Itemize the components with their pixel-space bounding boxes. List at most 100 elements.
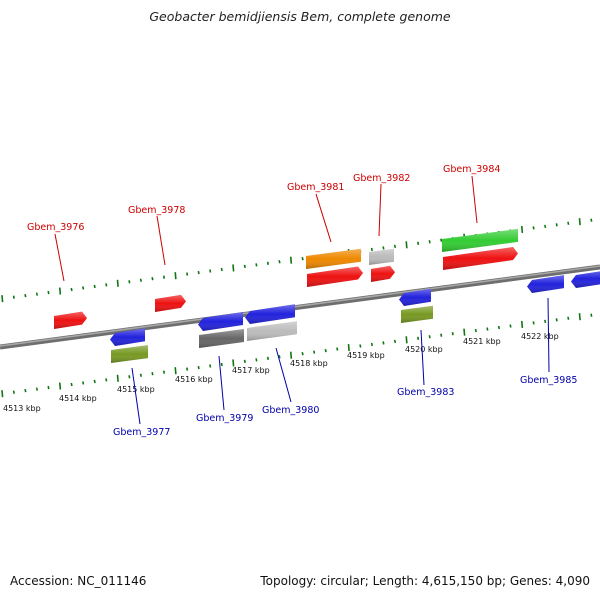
minor-tick (105, 378, 108, 382)
leader-line (378, 183, 382, 237)
gene-label-top[interactable]: Gbem_3984 (443, 164, 500, 175)
minor-tick (266, 356, 270, 360)
major-tick (405, 336, 408, 344)
gene-feature-shading (247, 321, 297, 341)
gene-feature-shading (401, 305, 433, 323)
gene-feature-shading (155, 294, 186, 312)
minor-tick (139, 373, 142, 377)
minor-tick (47, 290, 50, 295)
major-tick (232, 264, 235, 272)
major-tick (116, 279, 119, 287)
gene-feature-shading (571, 271, 600, 288)
minor-tick (128, 280, 131, 284)
gene-feature-shading (369, 248, 394, 265)
minor-tick (82, 381, 85, 385)
minor-tick (301, 257, 304, 261)
tick-row-bottom (1, 313, 593, 398)
minor-tick (278, 355, 281, 359)
minor-tick (324, 348, 327, 353)
minor-tick (359, 344, 362, 348)
minor-tick (278, 260, 281, 264)
major-tick (578, 313, 581, 321)
minor-tick (12, 390, 15, 394)
minor-tick (532, 226, 535, 230)
minor-tick (590, 218, 593, 222)
minor-tick (486, 327, 489, 331)
tick-label-4522: 4522 kbp (521, 332, 559, 341)
gene-label-bottom[interactable]: Gbem_3979 (196, 413, 253, 424)
minor-tick (382, 341, 385, 345)
minor-tick (139, 278, 142, 282)
minor-tick (474, 328, 477, 333)
minor-tick (590, 313, 593, 317)
map-title: Geobacter bemidjiensis Bem, complete gen… (149, 9, 451, 24)
gene-feature-shading (399, 288, 431, 306)
minor-tick (197, 270, 200, 275)
gene-label-bottom[interactable]: Gbem_3985 (520, 375, 577, 386)
minor-tick (151, 372, 154, 376)
genome-backbone (0, 264, 600, 350)
major-tick (463, 328, 466, 336)
tick-label-4518: 4518 kbp (290, 359, 328, 368)
minor-tick (197, 365, 200, 370)
gene-label-top[interactable]: Gbem_3976 (27, 222, 84, 233)
gene-feature-shading (306, 248, 361, 269)
gene-feature-shading (443, 247, 518, 270)
minor-tick (105, 283, 108, 287)
topology-text: Topology: circular; Length: 4,615,150 bp… (260, 574, 590, 588)
major-tick (520, 320, 524, 329)
minor-tick (255, 358, 258, 362)
minor-tick (417, 336, 420, 340)
gene-feature-shading (54, 311, 87, 329)
gene-feature-shading (111, 345, 148, 363)
leader-line (275, 347, 292, 403)
gene-feature-shading (110, 328, 145, 346)
leader-line (315, 193, 332, 243)
minor-tick (313, 350, 316, 354)
gene-feature-shading (442, 228, 518, 252)
gene-label-bottom[interactable]: Gbem_3980 (262, 405, 319, 416)
minor-tick (301, 352, 304, 356)
gene-feature-shading (199, 329, 244, 348)
tick-label-4514: 4514 kbp (59, 394, 97, 403)
minor-tick (47, 385, 50, 390)
tick-row-top (1, 218, 593, 303)
gene-label-bottom[interactable]: Gbem_3983 (397, 387, 454, 398)
minor-tick (220, 362, 223, 367)
tick-label-4519: 4519 kbp (347, 351, 385, 360)
minor-tick (35, 292, 39, 296)
minor-tick (370, 247, 373, 252)
minor-tick (24, 293, 27, 298)
minor-tick (209, 364, 212, 368)
minor-tick (417, 241, 420, 245)
minor-tick (428, 335, 431, 339)
major-tick (174, 272, 177, 280)
minor-tick (209, 269, 212, 273)
minor-tick (186, 272, 189, 276)
minor-tick (567, 221, 570, 225)
minor-tick (162, 370, 166, 374)
major-tick (116, 374, 119, 382)
minor-tick (24, 388, 27, 393)
leader-line (471, 175, 478, 224)
major-tick (520, 225, 524, 234)
minor-tick (555, 318, 558, 322)
minor-tick (509, 324, 512, 328)
gene-label-top[interactable]: Gbem_3981 (287, 182, 344, 193)
leader-line (218, 355, 225, 411)
leader-line (54, 233, 65, 282)
gene-label-top[interactable]: Gbem_3982 (353, 173, 410, 184)
minor-tick (428, 240, 431, 244)
gene-label-bottom[interactable]: Gbem_3977 (113, 427, 170, 438)
gene-label-top[interactable]: Gbem_3978 (128, 205, 185, 216)
minor-tick (393, 339, 397, 344)
tick-label-4517: 4517 kbp (232, 366, 270, 375)
major-tick (289, 351, 293, 359)
minor-tick (12, 295, 15, 299)
gene-feature-shading (198, 312, 243, 331)
minor-tick (243, 264, 246, 269)
major-tick (405, 241, 408, 249)
minor-tick (440, 238, 443, 242)
minor-tick (70, 287, 73, 292)
